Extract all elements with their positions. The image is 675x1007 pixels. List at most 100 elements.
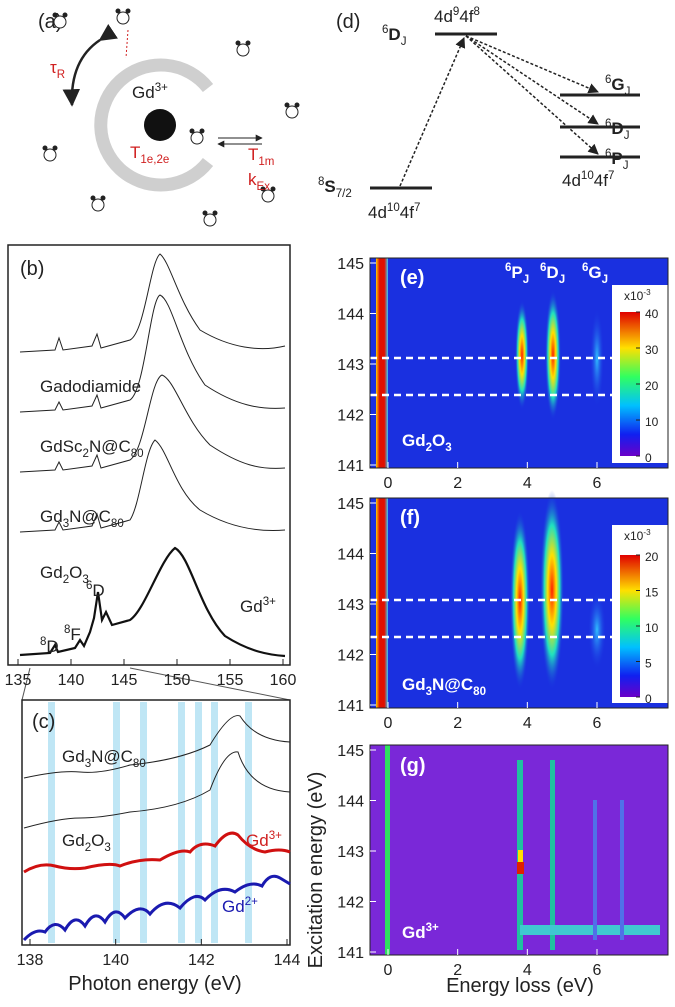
panel-label: (f) xyxy=(400,507,420,529)
text-run: 80 xyxy=(111,518,124,530)
text-run: 6 xyxy=(382,24,388,36)
peak-label: 8D xyxy=(40,636,59,656)
elastic-line xyxy=(385,745,390,955)
resonance-bars xyxy=(48,702,252,943)
x-tick-label: 150 xyxy=(164,672,191,689)
x-tick-label: 4 xyxy=(523,475,532,492)
y-axis-label: Excitation energy (eV) xyxy=(305,772,327,969)
x-tick-label: 2 xyxy=(453,475,462,492)
t1e-label: T1e,2e xyxy=(130,143,169,166)
t1m-label: T1m xyxy=(248,145,274,168)
term: 6DJ xyxy=(605,118,629,142)
x-tick-label: 144 xyxy=(274,952,301,969)
x-tick-label: 4 xyxy=(523,715,532,732)
text-run: Gd xyxy=(240,597,263,616)
text-run: 80 xyxy=(133,758,146,770)
panel-label: (d) xyxy=(336,11,360,33)
text-run: O xyxy=(91,831,104,850)
ion-label: Gd3+ xyxy=(246,830,282,850)
water xyxy=(91,198,105,212)
atom xyxy=(100,195,106,201)
x-tick-label: 145 xyxy=(111,672,138,689)
bar xyxy=(140,702,147,943)
text-run: 6 xyxy=(86,580,92,592)
term: 8S7/2 xyxy=(318,176,352,200)
text-run: 4f xyxy=(459,7,473,26)
hydration-shell xyxy=(94,58,214,192)
text-run: D xyxy=(546,263,558,282)
text-run: O xyxy=(69,563,82,582)
bar xyxy=(245,702,252,943)
text-run: 6 xyxy=(605,148,611,160)
text-run: 3 xyxy=(104,842,110,854)
peak-label: 6D xyxy=(86,580,105,600)
sample-label: Gd2O3 xyxy=(402,431,452,454)
water xyxy=(285,105,299,119)
text-run: G xyxy=(588,263,601,282)
x-tick-label: 6 xyxy=(593,475,602,492)
atom xyxy=(52,145,58,151)
x-tick-label: 0 xyxy=(384,475,393,492)
panel-label: (c) xyxy=(32,711,55,733)
atom xyxy=(115,8,121,14)
text-run: 8 xyxy=(318,176,324,188)
frame xyxy=(7,244,291,666)
x-axis-label: Energy loss (eV) xyxy=(446,975,594,997)
text-run: 3 xyxy=(445,442,451,454)
term: 6DJ xyxy=(382,24,406,48)
feature xyxy=(550,760,555,950)
transition xyxy=(399,37,466,187)
text-run: Gd xyxy=(402,923,426,942)
text-run: 80 xyxy=(131,448,144,460)
x-tick-label: 140 xyxy=(102,952,129,969)
text-run: J xyxy=(623,160,629,172)
feature xyxy=(518,850,523,872)
spectrum xyxy=(23,751,291,829)
water-molecules xyxy=(42,8,300,227)
atom xyxy=(62,12,68,18)
text-run: Gd xyxy=(402,675,426,694)
config: 4d104f7 xyxy=(368,202,420,222)
text-run: 3 xyxy=(63,518,69,530)
text-run: D xyxy=(611,119,623,138)
spectrum xyxy=(19,374,286,473)
y-tick-label: 141 xyxy=(337,945,364,962)
y-tick-label: 141 xyxy=(337,458,364,475)
colorbar-scale: x10-3 xyxy=(624,528,651,543)
features xyxy=(517,760,660,950)
term: 6DJ xyxy=(540,262,565,286)
config: 4d94f8 xyxy=(434,6,480,26)
y-tick-label: 144 xyxy=(337,547,364,564)
zoom-line xyxy=(129,667,291,701)
water xyxy=(261,189,275,203)
text-run: 7 xyxy=(608,170,614,182)
y-tick-label: 144 xyxy=(337,307,364,324)
kex-label: kEx xyxy=(248,170,270,193)
text-run: -3 xyxy=(643,288,651,297)
text-run: J xyxy=(625,86,631,98)
text-run: N@C xyxy=(69,507,111,526)
atom xyxy=(260,186,266,192)
feature xyxy=(590,308,604,408)
y-tick-label: 143 xyxy=(337,597,364,614)
spectrum xyxy=(22,874,291,942)
feature xyxy=(545,290,561,420)
text-run: F xyxy=(70,625,80,644)
text-run: Gd xyxy=(222,897,245,916)
text-run: J xyxy=(523,274,529,286)
elastic-line xyxy=(376,498,388,708)
water xyxy=(203,213,217,227)
y-tick-label: 142 xyxy=(337,408,364,425)
bar xyxy=(48,702,55,943)
feature xyxy=(517,862,524,874)
colorbar xyxy=(620,555,640,697)
x-tick-label: 6 xyxy=(593,962,602,979)
y-tick-label: 142 xyxy=(337,895,364,912)
tau-label: τR xyxy=(50,58,65,81)
y-tick-label: 143 xyxy=(337,357,364,374)
text-run: N@C xyxy=(432,675,473,694)
atom xyxy=(212,210,218,216)
text-run: 2 xyxy=(63,574,69,586)
spectrum xyxy=(19,294,286,413)
transition xyxy=(465,35,599,94)
